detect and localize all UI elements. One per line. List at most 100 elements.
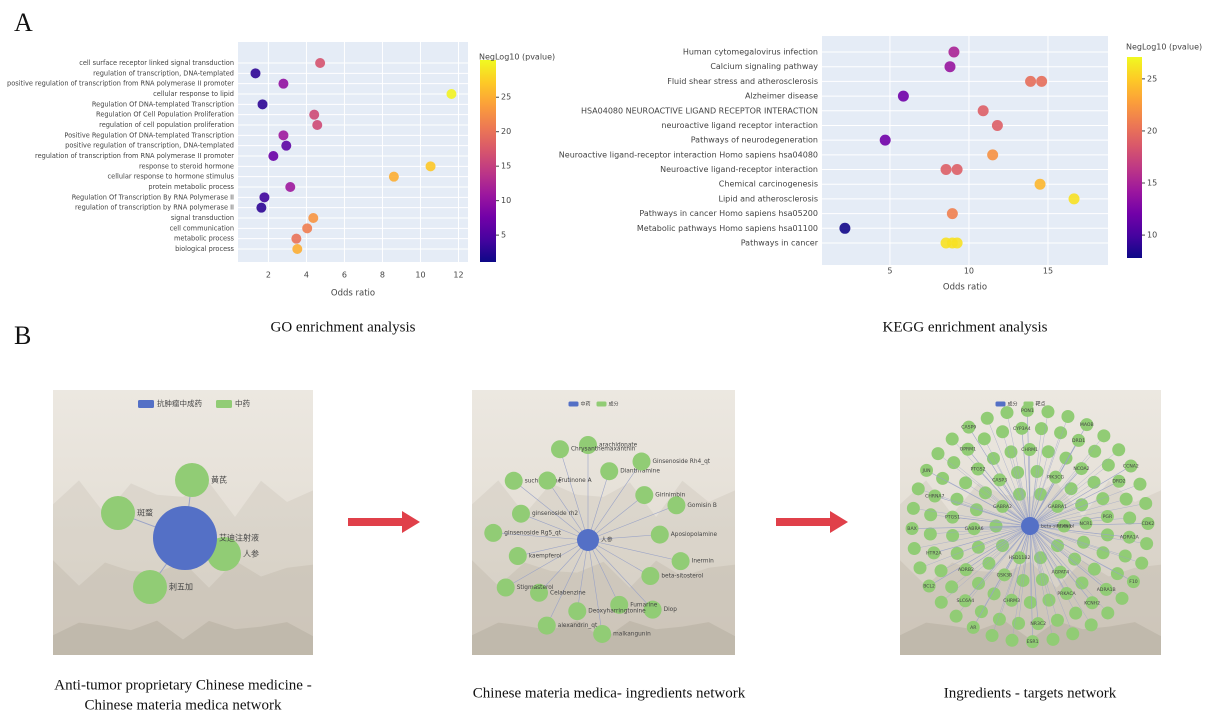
- node: [1101, 606, 1114, 619]
- network-caption: Chinese materia medica network: [84, 697, 282, 713]
- network-caption: Anti-tumor proprietary Chinese medicine …: [54, 677, 311, 693]
- y-tick-label: signal transduction: [171, 214, 234, 222]
- x-tick-label: 6: [342, 271, 347, 280]
- colorbar: [480, 60, 496, 262]
- data-point: [952, 238, 963, 249]
- node-label: BAX: [907, 526, 916, 532]
- node: [981, 412, 994, 425]
- node-label: PTGS1: [945, 515, 960, 521]
- y-tick-label: Calcium signaling pathway: [710, 62, 818, 71]
- y-tick-label: Neuroactive ligand-receptor interaction: [660, 165, 818, 174]
- node-label: malkangunin: [613, 631, 651, 637]
- node-label: PRKACA: [1057, 591, 1076, 597]
- node: [1042, 594, 1055, 607]
- x-tick-label: 4: [304, 271, 309, 280]
- node: [497, 579, 515, 597]
- colorbar-tick-label: 10: [1147, 231, 1157, 240]
- node: [987, 452, 1000, 465]
- y-tick-label: Fluid shear stress and atherosclerosis: [667, 77, 818, 86]
- node: [978, 432, 991, 445]
- y-tick-label: Neuroactive ligand-receptor interaction …: [559, 150, 818, 159]
- x-tick-label: 10: [964, 267, 974, 276]
- colorbar-tick-label: 25: [1147, 74, 1157, 83]
- node: [1024, 596, 1037, 609]
- node: [950, 610, 963, 623]
- y-tick-label: positive regulation of transcription fro…: [7, 80, 234, 88]
- x-tick-label: 5: [887, 267, 892, 276]
- node: [101, 496, 135, 530]
- node-label: CCNA2: [1123, 464, 1139, 470]
- data-point: [278, 130, 288, 140]
- node: [512, 505, 530, 523]
- x-tick-label: 12: [453, 271, 463, 280]
- y-tick-label: regulation of cell population proliferat…: [99, 121, 234, 129]
- node: [1133, 478, 1146, 491]
- node-label: GABRA6: [965, 526, 984, 532]
- node-label: CDK2: [1142, 521, 1155, 527]
- node-label: F10: [1129, 579, 1138, 585]
- node-label: Aposiopolamine: [671, 532, 718, 538]
- node: [951, 547, 964, 560]
- legend-label: 成分: [609, 401, 619, 408]
- node-label: CHRNA7: [925, 494, 944, 500]
- node: [175, 463, 209, 497]
- node: [551, 440, 569, 458]
- node: [936, 472, 949, 485]
- node-label: DRD2: [1112, 479, 1125, 485]
- network-caption: Chinese materia medica- ingredients netw…: [473, 685, 746, 701]
- node: [1047, 633, 1060, 646]
- node: [950, 493, 963, 506]
- x-tick-label: 15: [1043, 267, 1053, 276]
- plot-area: [822, 36, 1108, 265]
- y-tick-label: Pathways of neurodegeneration: [691, 136, 818, 145]
- node: [946, 433, 959, 446]
- node: [635, 486, 653, 504]
- node: [133, 570, 167, 604]
- node-label: GSK3B: [997, 572, 1013, 578]
- data-point: [256, 203, 266, 213]
- y-tick-label: Chemical carcinogenesis: [719, 180, 818, 189]
- colorbar-tick-label: 5: [501, 231, 506, 240]
- node: [1088, 563, 1101, 576]
- data-point: [948, 47, 959, 58]
- node: [1120, 493, 1133, 506]
- node-label: BCL2: [923, 583, 935, 589]
- panel-label: B: [14, 321, 31, 350]
- y-tick-label: cell surface receptor linked signal tran…: [79, 59, 234, 67]
- data-point: [898, 91, 909, 102]
- node: [1006, 634, 1019, 647]
- data-point: [1069, 193, 1080, 204]
- y-tick-label: HSA04080 NEUROACTIVE LIGAND RECEPTOR INT…: [581, 106, 818, 115]
- node-label: NCR1: [1080, 521, 1093, 527]
- node: [667, 496, 685, 514]
- legend-swatch: [216, 400, 232, 408]
- y-tick-label: regulation of transcription by RNA polym…: [75, 204, 234, 212]
- y-tick-label: Pathways in cancer Homo sapiens hsa05200: [639, 209, 818, 218]
- x-axis-label: Odds ratio: [943, 283, 987, 293]
- legend-label: 中药: [581, 401, 591, 408]
- legend-swatch: [138, 400, 154, 408]
- node-label: Diop: [664, 607, 678, 613]
- node: [1066, 627, 1079, 640]
- node: [1135, 557, 1148, 570]
- legend-label: 抗肿瘤中成药: [157, 398, 202, 408]
- node-label: JUN: [921, 468, 930, 474]
- node-label: 黄芪: [211, 475, 227, 485]
- node: [912, 482, 925, 495]
- node-label: SLC6A4: [956, 598, 974, 604]
- node-label: NR3C2: [1030, 621, 1046, 627]
- node: [633, 453, 651, 471]
- node-label: Deoxyharringtonine: [588, 609, 646, 615]
- data-point: [880, 135, 891, 146]
- node-label: Stigmasterol: [517, 585, 554, 591]
- node-label: beta-sitosterol: [661, 574, 703, 580]
- data-point: [258, 99, 268, 109]
- x-tick-label: 8: [380, 271, 385, 280]
- node: [1140, 537, 1153, 550]
- data-point: [268, 151, 278, 161]
- node-label: ginsenoside rh2: [532, 511, 578, 517]
- node-label: Celabenzine: [550, 590, 586, 596]
- node: [959, 476, 972, 489]
- node-label: alexandrin_qt: [558, 623, 598, 629]
- node: [600, 462, 618, 480]
